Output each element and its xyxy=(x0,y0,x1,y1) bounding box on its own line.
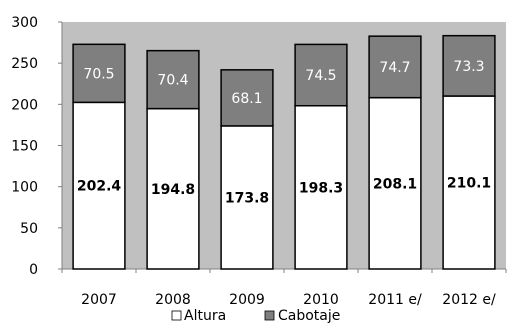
y-tick-label: 200 xyxy=(11,97,38,113)
x-tick-label: 2008 xyxy=(155,292,191,308)
bar-altura-2008 xyxy=(146,107,200,270)
y-tick-label: 100 xyxy=(11,180,38,196)
bar-cabotaje-2010 xyxy=(294,43,348,107)
bar-cabotaje-2009 xyxy=(220,69,274,127)
data-label: 74.5 xyxy=(305,68,336,84)
bar-cabotaje-2008 xyxy=(146,49,200,110)
x-tick-label: 2011 e/ xyxy=(368,292,422,308)
data-label: 173.8 xyxy=(225,190,269,206)
x-tick-label: 2007 xyxy=(81,292,117,308)
bar-altura-2012e xyxy=(442,95,496,270)
bar-altura-2010 xyxy=(294,104,348,270)
bar-cabotaje-2011e xyxy=(368,35,422,99)
data-label: 74.7 xyxy=(379,60,410,76)
legend-label-cabotaje: Cabotaje xyxy=(278,308,340,324)
bar-cabotaje-2007 xyxy=(72,43,126,104)
y-axis-ticks: 0 50 100 150 200 250 300 xyxy=(11,15,62,278)
legend-swatch-cabotaje xyxy=(264,310,275,321)
x-axis-labels: 2007 2008 2009 2010 2011 e/2012 e/ xyxy=(61,269,507,308)
y-tick-label: 300 xyxy=(11,15,38,31)
x-tick-label: 2009 xyxy=(229,292,265,308)
data-label: 70.4 xyxy=(157,73,188,89)
x-tick-label: 2012 e/ xyxy=(442,292,496,308)
bar-altura-2011e xyxy=(368,96,422,270)
data-label: 202.4 xyxy=(77,179,122,195)
data-label: 198.3 xyxy=(299,180,343,196)
data-label: 194.8 xyxy=(151,182,195,198)
data-label: 210.1 xyxy=(447,176,491,192)
data-label: 70.5 xyxy=(83,66,114,82)
y-tick-label: 0 xyxy=(29,262,38,278)
bars: 202.4 70.5 194.8 70.4 173.8 68.1 198.3 74.5 208.… xyxy=(72,34,496,270)
legend-label-altura: Altura xyxy=(184,308,226,324)
bar-altura-2009 xyxy=(220,125,274,270)
plot-area xyxy=(62,22,506,269)
data-label: 208.1 xyxy=(373,176,417,192)
bar-altura-2007 xyxy=(72,101,126,270)
y-tick-label: 50 xyxy=(20,221,38,237)
bar-cabotaje-2012e xyxy=(442,34,496,97)
y-tick-label: 250 xyxy=(11,56,38,72)
data-label: 68.1 xyxy=(231,91,262,107)
x-tick-label: 2010 xyxy=(303,292,339,308)
data-label: 73.3 xyxy=(453,59,484,75)
legend-swatch-altura xyxy=(171,310,182,321)
y-tick-label: 150 xyxy=(11,139,38,155)
legend: Altura Cabotaje xyxy=(171,308,340,324)
